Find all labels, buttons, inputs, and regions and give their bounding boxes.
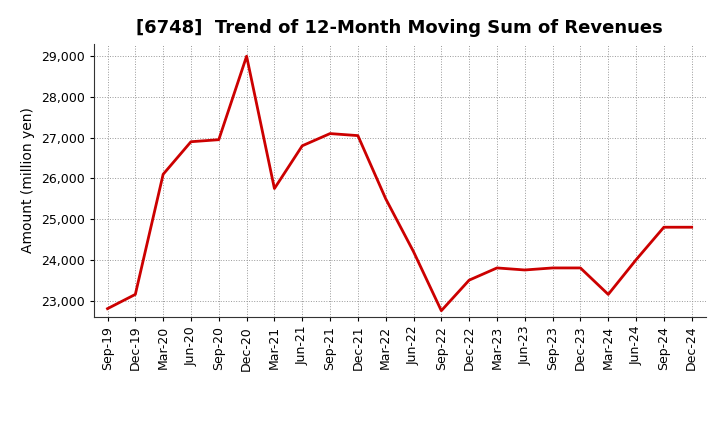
Title: [6748]  Trend of 12-Month Moving Sum of Revenues: [6748] Trend of 12-Month Moving Sum of R… (136, 19, 663, 37)
Y-axis label: Amount (million yen): Amount (million yen) (21, 107, 35, 253)
